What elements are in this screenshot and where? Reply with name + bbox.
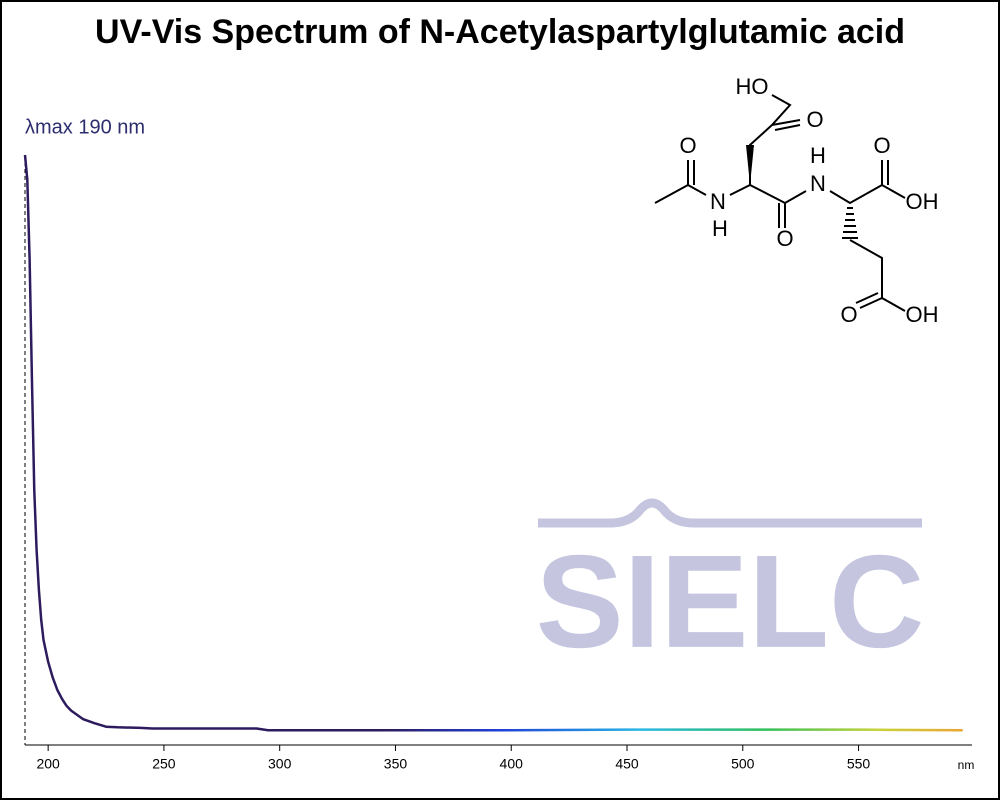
x-tick-label: 200 bbox=[36, 756, 60, 772]
atom-label: O bbox=[776, 226, 793, 251]
spectrum-line bbox=[23, 154, 963, 732]
atom-label: O bbox=[873, 133, 890, 158]
x-tick-label: 500 bbox=[731, 756, 755, 772]
atom-label: H bbox=[810, 143, 826, 168]
atom-label: H bbox=[712, 216, 728, 241]
x-tick-label: 250 bbox=[152, 756, 176, 772]
atom-label: N bbox=[810, 171, 826, 196]
annotation: λmax 190 nm bbox=[25, 116, 145, 138]
atom-label: O bbox=[806, 107, 823, 132]
x-tick-label: 400 bbox=[500, 756, 524, 772]
atom-label: O bbox=[679, 133, 696, 158]
chart-title: UV-Vis Spectrum of N-Acetylaspartylgluta… bbox=[95, 13, 905, 51]
atom-label: O bbox=[840, 302, 857, 327]
x-tick-label: 350 bbox=[384, 756, 408, 772]
atom-label: OH bbox=[906, 189, 939, 214]
x-axis-label: nm bbox=[958, 758, 975, 772]
x-tick-label: 450 bbox=[615, 756, 639, 772]
structure: HO O O N H N H O O OH O OH bbox=[654, 74, 939, 327]
x-tick-label: 300 bbox=[268, 756, 292, 772]
watermark-text: SIELC bbox=[536, 528, 925, 675]
atom-label: N bbox=[710, 189, 726, 214]
x-tick-label: 550 bbox=[847, 756, 871, 772]
atom-label: HO bbox=[736, 74, 769, 99]
atom-label: OH bbox=[906, 302, 939, 327]
watermark: SIELC bbox=[536, 498, 925, 675]
